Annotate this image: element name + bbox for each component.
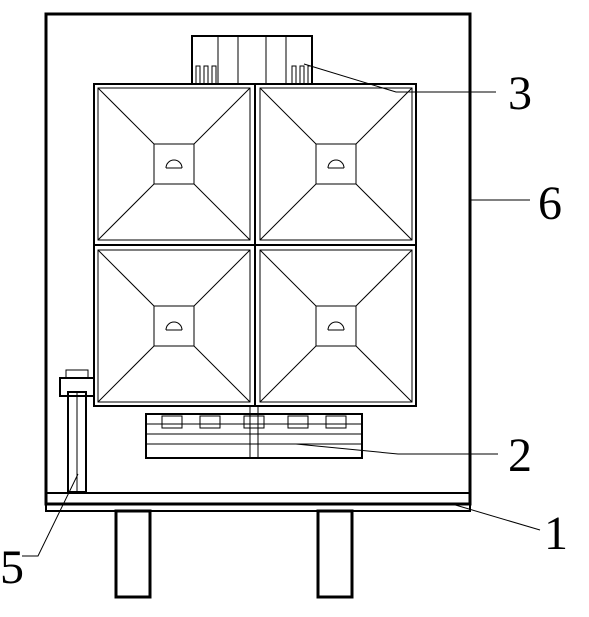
leader-1 bbox=[452, 504, 540, 530]
callout-label-6: 6 bbox=[538, 176, 562, 231]
under-grid-block-0 bbox=[162, 416, 182, 428]
top-unit-slot-0 bbox=[196, 66, 200, 84]
leader-2 bbox=[296, 444, 498, 454]
leg-2 bbox=[318, 511, 352, 597]
base-plate bbox=[46, 493, 470, 511]
grid-cell-3 bbox=[98, 250, 250, 402]
leg-1 bbox=[116, 511, 150, 597]
under-grid-frame bbox=[146, 414, 362, 458]
top-unit-slot-3 bbox=[292, 66, 296, 84]
top-unit-slot-2 bbox=[212, 66, 216, 84]
callout-label-2: 2 bbox=[508, 428, 532, 483]
grid-cell-2 bbox=[260, 88, 412, 240]
under-grid-block-2 bbox=[244, 416, 264, 428]
grid-cell-4 bbox=[260, 250, 412, 402]
diagram-svg bbox=[0, 0, 589, 617]
callout-label-1: 1 bbox=[544, 506, 568, 561]
under-grid-block-1 bbox=[200, 416, 220, 428]
top-unit-slot-4 bbox=[300, 66, 304, 84]
grid-cell-1 bbox=[98, 88, 250, 240]
under-grid-block-3 bbox=[288, 416, 308, 428]
callout-label-5: 5 bbox=[0, 540, 24, 595]
callout-label-3: 3 bbox=[508, 66, 532, 121]
side-device-cap-top bbox=[66, 370, 88, 378]
under-grid-block-4 bbox=[326, 416, 346, 428]
top-unit-outer bbox=[192, 36, 312, 84]
top-unit-inner bbox=[218, 36, 286, 84]
leader-5 bbox=[22, 474, 78, 556]
top-unit-slot-1 bbox=[204, 66, 208, 84]
